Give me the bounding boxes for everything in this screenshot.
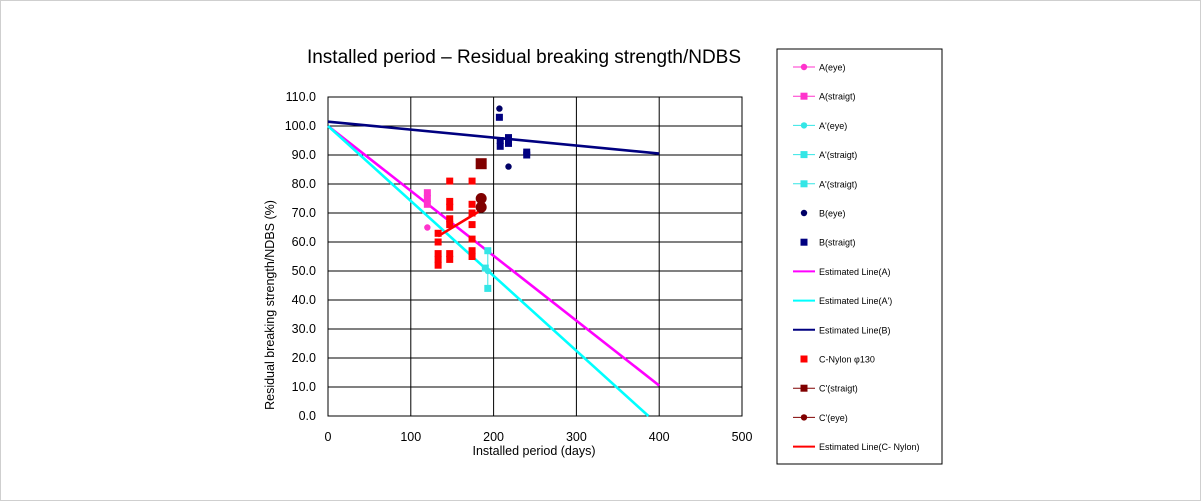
- series-line-estimated-line-a: [327, 124, 661, 387]
- data-point-a-straigt: [481, 264, 489, 272]
- data-point-c-nylon-130: [446, 215, 454, 223]
- plot-border: [327, 96, 743, 417]
- data-point-c-nylon-130: [434, 238, 442, 246]
- data-point-c-eye: [475, 193, 487, 204]
- legend-label-b-straigt: B(straigt): [819, 238, 856, 248]
- y-tick-label: 10.0: [292, 380, 316, 394]
- legend-label-a-eye: A'(eye): [819, 121, 847, 131]
- data-point-c-nylon-130: [446, 221, 454, 229]
- data-point-a-eye: [424, 224, 431, 231]
- data-point-c-nylon-130: [434, 261, 442, 269]
- plot-background: [328, 97, 742, 416]
- legend-label-a-eye: A(eye): [819, 63, 846, 73]
- legend-label-estimated-line-b: Estimated Line(B): [819, 325, 891, 335]
- x-tick-label: 0: [325, 430, 332, 444]
- legend-box: [776, 48, 943, 465]
- chart-title: Installed period – Residual breaking str…: [307, 47, 741, 68]
- data-point-b-straigt: [495, 113, 503, 121]
- y-tick-label: 50.0: [292, 264, 316, 278]
- legend-swatch-a-eye: [800, 63, 808, 71]
- data-point-c-nylon-130: [468, 209, 476, 217]
- y-tick-label: 110.0: [286, 90, 316, 104]
- data-point-c-nylon-130: [446, 177, 454, 185]
- y-tick-label: 90.0: [292, 148, 316, 162]
- data-point-a-straigt: [423, 195, 431, 202]
- y-tick-label: 80.0: [292, 177, 316, 191]
- legend-label-estimated-line-c-nylon: Estimated Line(C- Nylon): [819, 442, 920, 452]
- y-tick-label: 40.0: [292, 293, 316, 307]
- data-point-c-nylon-130: [468, 200, 476, 208]
- data-point-c-straigt: [475, 158, 487, 170]
- legend-label-estimated-line-a: Estimated Line(A): [819, 267, 891, 277]
- data-point-c-nylon-130: [468, 235, 476, 243]
- legend-label-a-straigt: A'(straigt): [819, 179, 857, 189]
- series-line-estimated-line-b: [327, 120, 660, 155]
- data-point-b-straigt: [523, 151, 531, 159]
- legend-swatch-c-eye: [800, 414, 808, 421]
- data-point-b-straigt: [496, 142, 504, 150]
- legend-label-a-straigt: A'(straigt): [819, 150, 857, 160]
- y-tick-label: 20.0: [292, 351, 316, 365]
- data-point-c-nylon-130: [434, 250, 442, 258]
- legend-swatch-a-straigt: [800, 151, 808, 159]
- data-point-b-eye: [496, 105, 503, 112]
- legend-label-b-eye: B(eye): [819, 209, 846, 219]
- y-tick-label: 100.0: [285, 119, 316, 133]
- legend-swatch-c-straigt: [800, 384, 808, 392]
- legend-label-estimated-line-a: Estimated Line(A'): [819, 296, 892, 306]
- legend-swatch-a-eye: [800, 122, 808, 129]
- data-point-c-nylon-130: [434, 255, 442, 263]
- legend-swatch-a-straigt: [800, 92, 808, 100]
- y-tick-label: 30.0: [292, 322, 316, 336]
- data-point-c-nylon-130: [468, 247, 476, 255]
- data-point-b-straigt: [505, 139, 513, 147]
- legend-swatch-b-straigt: [800, 238, 808, 246]
- legend-label-a-straigt: A(straigt): [819, 92, 856, 102]
- legend-label-c-nylon-130: C-Nylon φ130: [819, 355, 875, 365]
- y-tick-label: 0.0: [299, 409, 316, 423]
- legend: A(eye) A(straigt) A'(eye) A'(straigt) A'(str…: [776, 48, 943, 465]
- data-point-b-straigt: [505, 134, 513, 142]
- x-tick-label: 100: [400, 430, 421, 444]
- y-axis-label: Residual breaking strength/NDBS (%): [263, 200, 277, 410]
- legend-label-c-eye: C'(eye): [819, 413, 848, 423]
- data-point-a-straigt: [423, 200, 431, 208]
- data-point-c-nylon-130: [434, 229, 442, 237]
- x-axis-label: Installed period (days): [473, 444, 596, 458]
- data-point-c-nylon-130: [446, 255, 454, 263]
- data-point-c-eye: [475, 201, 487, 213]
- x-tick-label: 400: [649, 430, 670, 444]
- data-point-c-nylon-130: [446, 203, 454, 211]
- x-tick-label: 200: [483, 430, 504, 444]
- data-point-c-nylon-130: [468, 221, 476, 229]
- data-point-a-straigt: [484, 247, 492, 255]
- legend-swatch-a-straigt: [800, 180, 808, 188]
- data-point-c-nylon-130: [446, 250, 454, 258]
- y-tick-label: 60.0: [292, 235, 316, 249]
- data-point-c-nylon-130: [446, 197, 454, 205]
- legend-swatch-c-nylon-130: [800, 355, 808, 363]
- legend-swatch-b-eye: [800, 209, 808, 217]
- data-point-a-straigt: [484, 284, 492, 292]
- x-tick-label: 300: [566, 430, 587, 444]
- legend-label-c-straigt: C'(straigt): [819, 384, 858, 394]
- data-point-c-nylon-130: [468, 177, 476, 185]
- data-point-b-eye: [505, 163, 512, 170]
- data-point-a-straigt: [423, 189, 431, 197]
- x-tick-label: 500: [732, 430, 753, 444]
- plot-area: 0 100 200 300 400 500 0.0 10.0 20.0 30.0 40.0 50.0 6…: [285, 90, 753, 444]
- data-point-c-nylon-130: [468, 253, 476, 260]
- data-point-b-straigt: [496, 137, 504, 144]
- y-tick-label: 70.0: [292, 206, 316, 220]
